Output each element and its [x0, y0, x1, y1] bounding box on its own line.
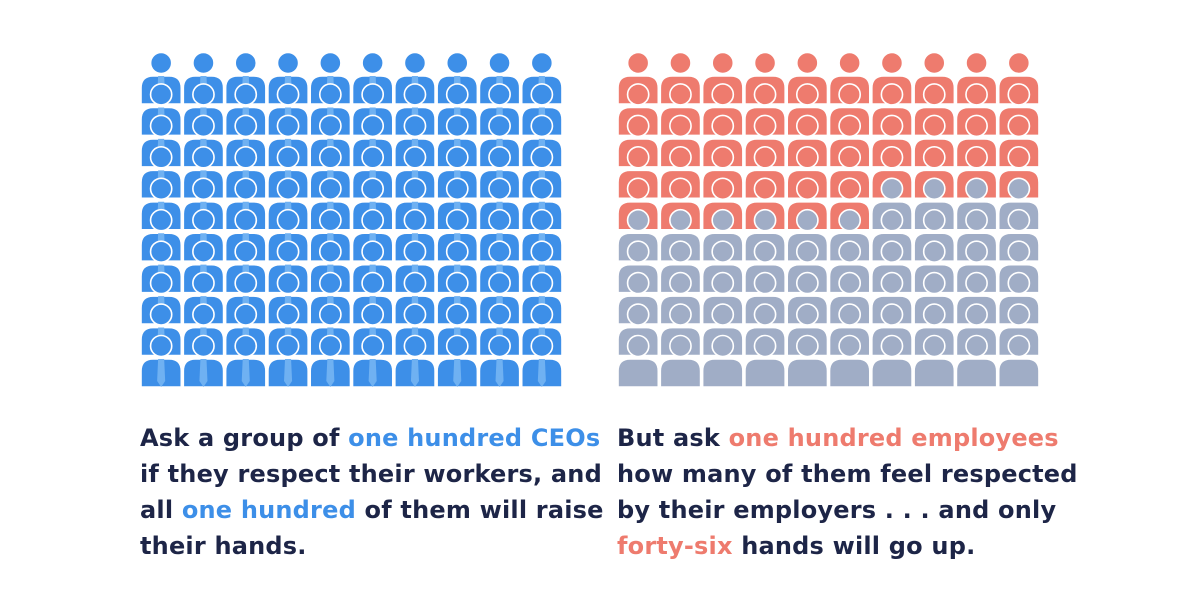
employee-person-icon — [744, 334, 786, 387]
ceo-person-icon — [394, 334, 436, 387]
employee-caption-line-3: by their employers . . . and only — [617, 496, 1057, 524]
ceo-person-icon — [140, 334, 183, 387]
employee-person-shape — [701, 334, 744, 387]
employee-person-shape — [871, 334, 913, 387]
employee-person-icon — [786, 334, 829, 387]
ceo-caption-highlight: one hundred CEOs — [348, 424, 601, 452]
ceo-caption-text: of them will raise — [355, 496, 604, 524]
ceo-tie-mark — [410, 359, 419, 387]
employee-person-icon — [871, 334, 913, 387]
employee-person-shape — [828, 334, 871, 387]
ceo-person-icon — [478, 334, 521, 387]
ceo-caption-line-3: all one hundred of them will raise — [140, 492, 610, 528]
ceo-pictogram — [140, 52, 563, 387]
ceo-tie-mark — [326, 359, 335, 387]
employee-caption-line-1: But ask one hundred employees — [617, 420, 1087, 456]
employee-person-shape — [913, 334, 956, 387]
ceo-person-icon — [436, 334, 479, 387]
employee-caption-text: But ask — [617, 424, 729, 452]
ceo-caption-text: Ask a group of — [140, 424, 349, 452]
ceo-tie-mark — [241, 359, 250, 387]
employee-person-shape — [997, 334, 1040, 387]
ceo-caption-highlight: one hundred — [181, 496, 356, 524]
ceo-person-icon — [182, 334, 225, 387]
employee-person-icon — [955, 334, 998, 387]
employee-person-shape — [744, 334, 786, 387]
ceo-caption-line-4: their hands. — [140, 532, 307, 560]
employee-pictogram-svg — [617, 52, 1040, 387]
employee-caption-highlight: forty-six — [617, 532, 733, 560]
ceo-tie-mark — [284, 359, 293, 387]
ceo-tie-mark — [537, 359, 546, 387]
employee-person-shape — [617, 334, 660, 387]
ceo-tie-mark — [453, 359, 462, 387]
employee-caption-line-2: how many of them feel respected — [617, 460, 1078, 488]
ceo-caption-line-1: Ask a group of one hundred CEOs — [140, 420, 610, 456]
ceo-tie-mark — [157, 359, 166, 387]
ceo-tie-mark — [199, 359, 208, 387]
employee-person-icon — [617, 334, 660, 387]
ceo-caption-line-2: if they respect their workers, and — [140, 460, 602, 488]
employee-caption-highlight: one hundred employees — [728, 424, 1059, 452]
ceo-caption: Ask a group of one hundred CEOs if they … — [140, 420, 610, 564]
employee-caption-text: hands will go up. — [732, 532, 976, 560]
ceo-tie-mark — [368, 359, 377, 387]
employee-person-shape — [786, 334, 829, 387]
ceo-person-icon — [351, 334, 394, 387]
ceo-pictogram-svg — [140, 52, 563, 387]
employee-caption: But ask one hundred employees how many o… — [617, 420, 1087, 564]
ceo-caption-text: all — [140, 496, 182, 524]
ceo-tie-mark — [495, 359, 504, 387]
employee-person-icon — [701, 334, 744, 387]
employee-person-icon — [659, 334, 702, 387]
employee-person-icon — [828, 334, 871, 387]
employee-person-shape — [955, 334, 998, 387]
employee-caption-line-4: forty-six hands will go up. — [617, 528, 1087, 564]
ceo-person-icon — [267, 334, 309, 387]
employee-person-icon — [913, 334, 956, 387]
employee-person-shape — [659, 334, 702, 387]
employee-person-icon — [997, 334, 1040, 387]
ceo-person-icon — [224, 334, 267, 387]
ceo-person-icon — [520, 334, 563, 387]
employee-pictogram — [617, 52, 1040, 387]
ceo-person-icon — [309, 334, 352, 387]
